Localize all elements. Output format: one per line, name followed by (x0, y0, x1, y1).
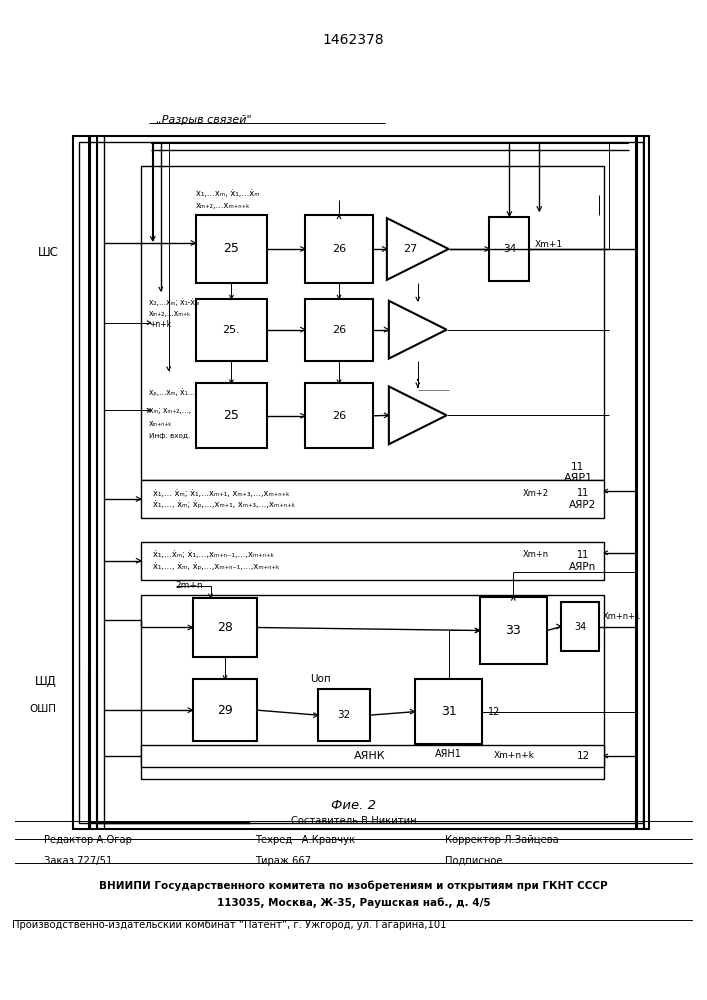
Bar (479, 597, 547, 664)
Text: xₘ₊ₙ₊ₖ: xₘ₊ₙ₊ₖ (148, 419, 173, 428)
Text: ẋ₁,...ẋₘ; ẋ₁,...,xₘ₊ₙ₋₁,...,xₘ₊ₙ₊ₖ: ẋ₁,...ẋₘ; ẋ₁,...,xₘ₊ₙ₋₁,...,xₘ₊ₙ₊ₖ (153, 550, 274, 559)
Text: 11: 11 (571, 462, 585, 472)
Bar (415, 679, 482, 744)
Text: xₘ₊₂,...xₘ₊ₖ: xₘ₊₂,...xₘ₊ₖ (148, 309, 191, 318)
Text: 26: 26 (332, 244, 346, 254)
Text: Подписное: Подписное (445, 856, 503, 866)
Text: Uоп: Uоп (310, 674, 331, 684)
Text: Xm+1: Xm+1 (534, 240, 562, 249)
Text: 12: 12 (577, 751, 590, 761)
Text: 113035, Москва, Ж-35, Раушская наб., д. 4/5: 113035, Москва, Ж-35, Раушская наб., д. … (216, 897, 491, 908)
Text: ШД: ШД (35, 675, 57, 688)
Polygon shape (389, 301, 447, 359)
Text: ОШП: ОШП (30, 704, 57, 714)
Bar (141, 166, 604, 480)
Text: Редактор А.Огар: Редактор А.Огар (44, 835, 132, 845)
Text: :: : (415, 374, 421, 392)
Text: Составитель В.Никитин: Составитель В.Никитин (291, 816, 416, 826)
Text: Xm+n: Xm+n (523, 550, 549, 559)
Text: 11: 11 (577, 550, 590, 560)
Text: +n+k: +n+k (148, 320, 171, 329)
Text: Инф. вход.: Инф. вход. (148, 433, 190, 439)
Bar (196, 299, 267, 361)
Bar (196, 215, 267, 283)
Text: 25: 25 (223, 409, 240, 422)
Bar (305, 299, 373, 361)
Text: Производственно-издательский комбинат “Патент”, г. Ужгород, ул. Гагарина,101: Производственно-издательский комбинат “П… (12, 920, 446, 930)
Text: Корректор Л.Зайцева: Корректор Л.Зайцева (445, 835, 559, 845)
Text: 2m+n: 2m+n (176, 581, 204, 590)
Bar (192, 598, 257, 657)
Text: 34: 34 (574, 622, 586, 632)
Bar (141, 595, 604, 779)
Text: 25.: 25. (223, 325, 240, 335)
Text: АЯРn: АЯРn (569, 562, 597, 572)
Bar (305, 383, 373, 448)
Text: 26: 26 (332, 411, 346, 421)
Text: 27: 27 (403, 244, 417, 254)
Text: 29: 29 (217, 704, 233, 717)
Text: 34: 34 (503, 244, 516, 254)
Text: Xm+n+k: Xm+n+k (493, 751, 534, 760)
Text: Заказ 727/51: Заказ 727/51 (44, 856, 112, 866)
Text: „Разрыв связей": „Разрыв связей" (156, 115, 252, 125)
Text: 32: 32 (337, 710, 351, 720)
Text: АЯН1: АЯН1 (436, 749, 462, 759)
Polygon shape (387, 218, 449, 280)
Bar (192, 679, 257, 741)
Bar (73, 136, 649, 829)
Text: xₘ₊₂,...xₘ₊ₙ₊ₖ: xₘ₊₂,...xₘ₊ₙ₊ₖ (196, 201, 250, 210)
Text: АЯНК: АЯНК (354, 751, 386, 761)
Text: 33: 33 (506, 624, 521, 637)
Bar (141, 480, 604, 518)
Bar (318, 689, 370, 741)
Text: АЯР2: АЯР2 (569, 500, 597, 510)
Bar (141, 745, 604, 767)
Text: ВНИИПИ Государственного комитета по изобретениям и открытиям при ГКНТ СССР: ВНИИПИ Государственного комитета по изоб… (99, 880, 608, 891)
Text: ШС: ШС (37, 246, 59, 259)
Text: xₘ; xₘ₊₂,...,: xₘ; xₘ₊₂,..., (148, 406, 191, 415)
Text: Xm+2: Xm+2 (523, 489, 549, 498)
Text: x₂,...xₘ; ẋ₁-ẋₘ: x₂,...xₘ; ẋ₁-ẋₘ (148, 298, 199, 307)
Polygon shape (389, 386, 447, 444)
Text: Фие. 2: Фие. 2 (330, 799, 375, 812)
Text: 12: 12 (487, 707, 500, 717)
Bar (305, 215, 373, 283)
Text: x₁,...xₘ, ẋ₁,...ẋₘ: x₁,...xₘ, ẋ₁,...ẋₘ (196, 189, 259, 198)
Bar (561, 602, 599, 651)
Text: АЯР1: АЯР1 (564, 473, 593, 483)
Text: ẋ₁,... ẋₘ; ẋ₁,...xₘ₊₁, xₘ₊₃,...,xₘ₊ₙ₊ₖ: ẋ₁,... ẋₘ; ẋ₁,...xₘ₊₁, xₘ₊₃,...,xₘ₊ₙ₊ₖ (153, 489, 290, 498)
Bar (141, 542, 604, 580)
Bar (489, 217, 530, 281)
Text: 28: 28 (217, 621, 233, 634)
Text: 26: 26 (332, 325, 346, 335)
Text: xₚ,...xₘ, ẋ₁...: xₚ,...xₘ, ẋ₁... (148, 388, 194, 397)
Text: Тираж 667: Тираж 667 (255, 856, 311, 866)
Bar (196, 383, 267, 448)
Text: 31: 31 (440, 705, 457, 718)
Text: Техред   А.Кравчук: Техред А.Кравчук (255, 835, 355, 845)
Bar (79, 142, 643, 823)
Text: 25: 25 (223, 242, 240, 255)
Text: ẋ₁,..., ẋₘ, ẋₚ,...,xₘ₊ₙ₋₁,...,xₘ₊ₙ₊ₖ: ẋ₁,..., ẋₘ, ẋₚ,...,xₘ₊ₙ₋₁,...,xₘ₊ₙ₊ₖ (153, 562, 279, 571)
Text: Xm+n+1: Xm+n+1 (603, 612, 641, 621)
Text: ẋ₁,..., ẋₘ; ẋₚ,...,xₘ₊₁, xₘ₊₃,...,xₘ₊ₙ₊ₖ: ẋ₁,..., ẋₘ; ẋₚ,...,xₘ₊₁, xₘ₊₃,...,xₘ₊ₙ₊ₖ (153, 500, 295, 509)
Text: 1462378: 1462378 (322, 33, 384, 47)
Text: 11: 11 (577, 488, 590, 498)
